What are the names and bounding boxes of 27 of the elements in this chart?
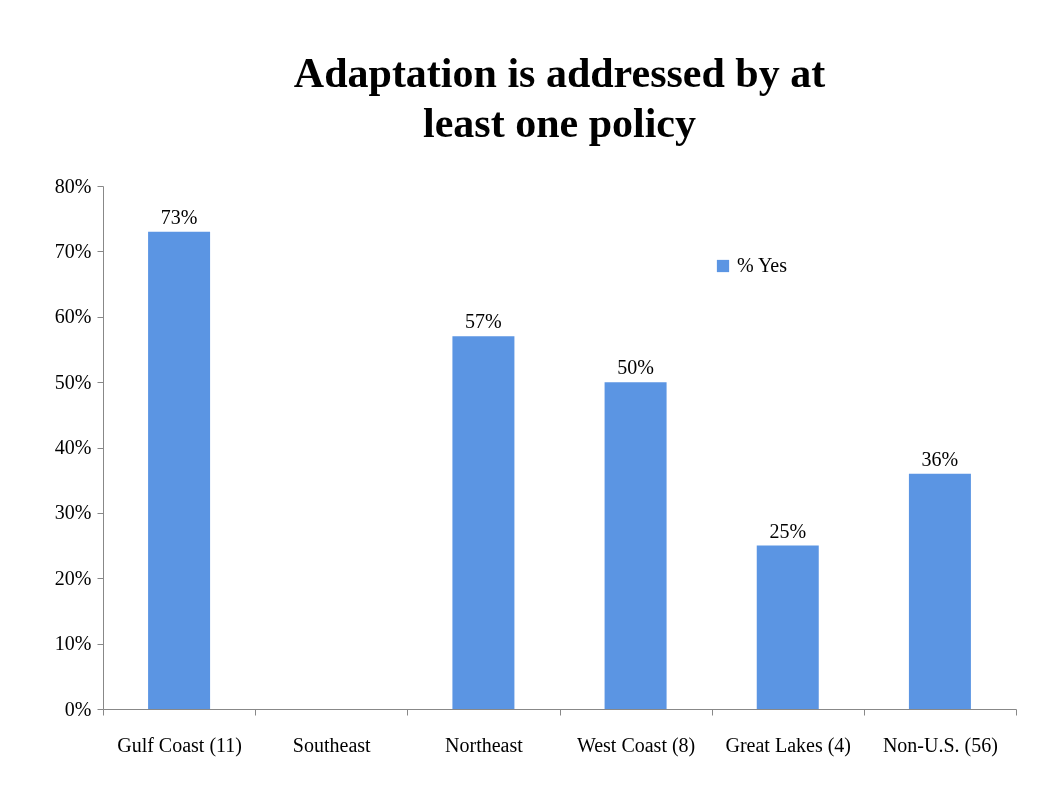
y-tick-label: 30% — [54, 501, 92, 524]
x-tick-label: Southeast — [292, 733, 372, 756]
y-tick-label: 60% — [54, 305, 92, 328]
data-label: 57% — [465, 310, 502, 333]
x-tick-label: West Coast (8) — [576, 733, 696, 757]
y-tick-label: 70% — [54, 239, 92, 262]
x-tick-label: Great Lakes (4) — [725, 733, 851, 757]
y-tick-label: 20% — [54, 566, 92, 589]
x-tick-label: Northeast — [445, 733, 524, 756]
data-label: 25% — [769, 519, 807, 542]
bar — [756, 545, 819, 709]
chart-title: Adaptation is addressed by at least one policy — [293, 50, 826, 146]
bar — [604, 382, 667, 709]
y-tick-label: 50% — [54, 370, 92, 393]
bar — [148, 231, 211, 709]
x-tick-label: Gulf Coast (11) — [117, 733, 242, 757]
y-tick-label: 10% — [54, 632, 92, 655]
legend-label: % Yes — [737, 254, 788, 276]
data-label: 73% — [160, 205, 198, 228]
bar — [452, 336, 515, 709]
data-label: 50% — [617, 356, 654, 379]
y-tick-label: 40% — [54, 436, 92, 458]
y-tick-label: 80% — [54, 174, 92, 197]
data-label: 36% — [921, 447, 959, 470]
x-tick-label: Non-U.S. (56) — [882, 733, 998, 757]
y-tick-label: 0% — [64, 697, 92, 720]
bar — [908, 473, 971, 709]
